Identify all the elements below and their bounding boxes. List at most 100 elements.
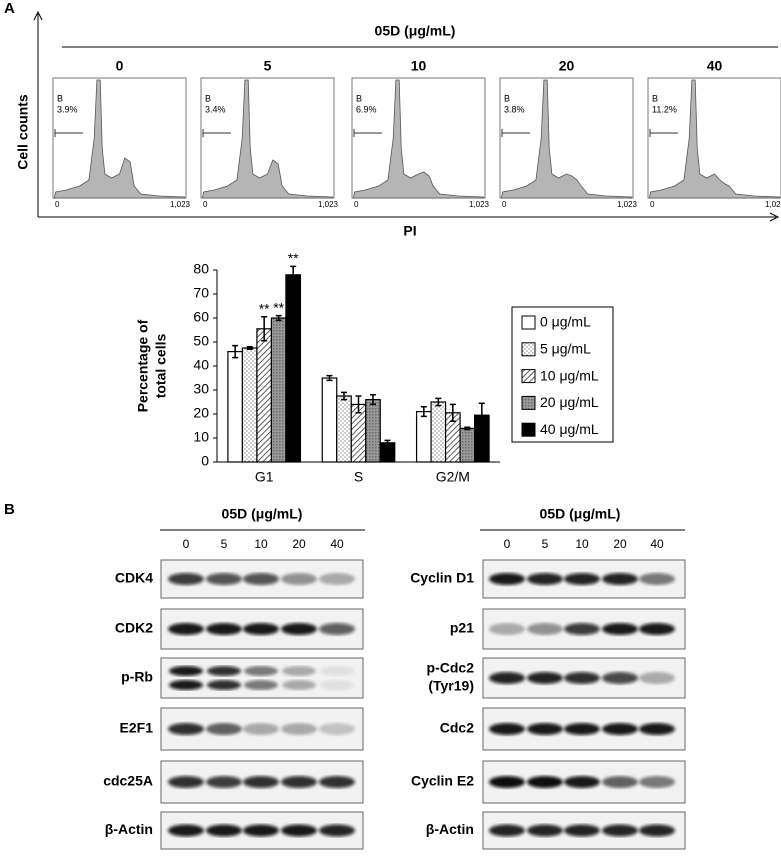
error-bar — [232, 344, 239, 359]
gate-label: B — [57, 93, 63, 103]
band — [207, 680, 241, 690]
band — [281, 776, 317, 788]
band — [527, 672, 563, 684]
arrow — [33, 10, 43, 21]
band — [602, 573, 638, 585]
band — [602, 776, 638, 788]
band — [319, 824, 355, 837]
band — [206, 623, 242, 635]
band — [320, 666, 354, 676]
axis-max: 1,023 — [469, 200, 490, 209]
dose-label: 40 — [330, 537, 344, 551]
gate-label: B — [356, 93, 362, 103]
significance: ** — [273, 299, 284, 315]
error-bar — [420, 406, 427, 418]
blot-label: p-Rb — [121, 669, 153, 685]
gate-label: B — [205, 93, 211, 103]
band — [639, 723, 675, 735]
band — [244, 666, 278, 676]
histogram — [352, 79, 485, 199]
bar — [256, 328, 273, 463]
band — [168, 824, 204, 837]
band — [320, 680, 354, 690]
legend-label: 20 μg/mL — [540, 394, 599, 410]
x-label: PI — [403, 223, 416, 239]
bar — [227, 351, 244, 463]
legend-label: 0 μg/mL — [540, 314, 591, 330]
dose-label: 20 — [292, 537, 306, 551]
band — [639, 623, 675, 635]
bar — [241, 347, 258, 463]
histogram — [53, 79, 186, 199]
dose-label: 5 — [542, 537, 549, 551]
band — [564, 672, 600, 684]
x-tick-label: S — [354, 469, 363, 485]
y-tick-label: 70 — [193, 285, 209, 301]
gate-percent: 11.2% — [652, 104, 677, 114]
axis-min: 0 — [55, 200, 60, 209]
blot-sublabel: (Tyr19) — [428, 678, 474, 694]
error-bar — [326, 374, 333, 382]
bar — [270, 317, 287, 463]
legend-swatch — [521, 422, 536, 437]
error-bar — [464, 426, 471, 431]
band — [243, 824, 279, 837]
band — [489, 672, 525, 684]
blot-label: β-Actin — [426, 821, 474, 837]
y-label: total cells — [153, 334, 169, 399]
x-tick-label: G2/M — [436, 469, 470, 485]
band — [319, 573, 355, 585]
dose-label: 20 — [613, 537, 627, 551]
band — [281, 723, 317, 735]
band — [489, 824, 525, 837]
blot-label: E2F1 — [120, 720, 154, 736]
legend-label: 40 μg/mL — [540, 421, 599, 437]
bar — [285, 274, 302, 463]
dose-label: 0 — [116, 58, 124, 74]
band — [282, 666, 316, 676]
band — [564, 623, 600, 635]
band — [169, 666, 203, 676]
y-tick-label: 10 — [193, 429, 209, 445]
dose-label: 40 — [707, 58, 723, 74]
band — [527, 824, 563, 837]
blot-label: Cyclin E2 — [411, 773, 474, 789]
band — [168, 623, 204, 635]
band — [489, 623, 525, 635]
band — [319, 623, 355, 635]
band — [206, 824, 242, 837]
error-bar — [246, 346, 253, 350]
panel-label: B — [4, 501, 15, 518]
band — [206, 723, 242, 735]
band — [602, 824, 638, 837]
band — [168, 776, 204, 788]
arrow — [769, 212, 780, 222]
band — [168, 573, 204, 585]
y-tick-label: 40 — [193, 357, 209, 373]
band — [527, 573, 563, 585]
x-tick-label: G1 — [255, 469, 274, 485]
histogram — [201, 79, 334, 199]
axis-max: 1,023 — [617, 200, 638, 209]
axis-max: 1,023 — [170, 200, 191, 209]
blot-label: cdc25A — [103, 773, 153, 789]
dose-label: 40 — [650, 537, 664, 551]
y-tick-label: 60 — [193, 309, 209, 325]
dose-label: 5 — [264, 58, 272, 74]
significance: ** — [288, 250, 299, 266]
band — [243, 623, 279, 635]
error-bar — [384, 439, 391, 446]
blot-title: 05D (μg/mL) — [222, 506, 303, 522]
blot-label: Cdc2 — [440, 720, 474, 736]
band — [282, 680, 316, 690]
band — [281, 573, 317, 585]
band — [639, 824, 675, 837]
error-bar — [449, 403, 456, 422]
blot-label: CDK4 — [115, 570, 153, 586]
bar — [415, 411, 432, 463]
axis-min: 0 — [203, 200, 208, 209]
axis-max: 1,023 — [318, 200, 339, 209]
legend-swatch — [521, 315, 536, 330]
band — [564, 776, 600, 788]
